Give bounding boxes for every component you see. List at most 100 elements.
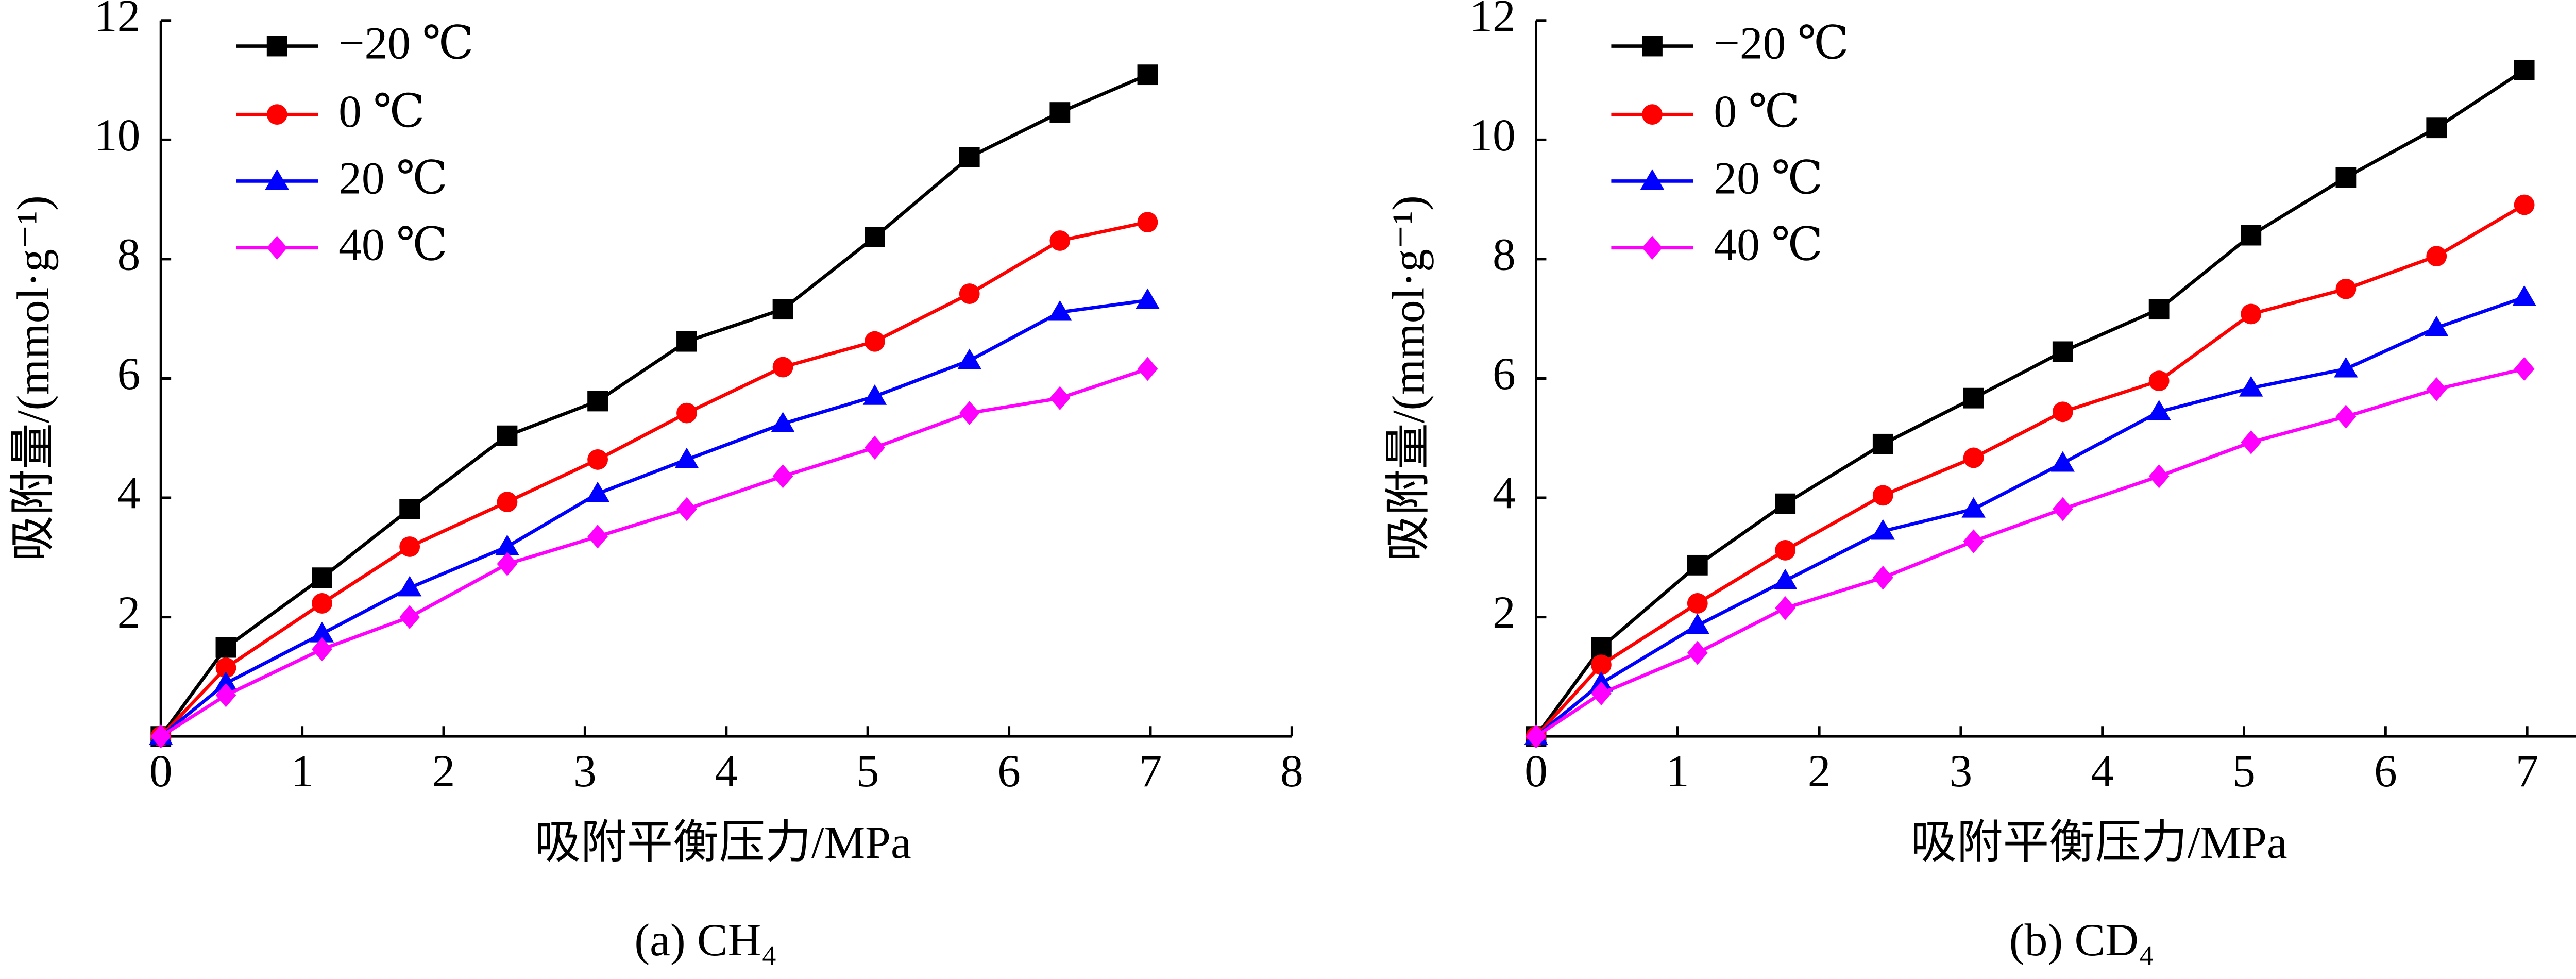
marker [1591,637,1612,658]
marker [676,402,697,424]
marker [215,683,236,707]
marker [2335,278,2357,299]
legend-marker [1642,104,1663,125]
marker [959,147,980,167]
marker [676,331,697,352]
x-tick-label: 2 [432,746,455,797]
x-tick-label: 7 [2516,746,2539,797]
series-line [160,298,1148,738]
marker [399,605,420,629]
marker [771,412,795,433]
y-tick-label: 6 [1493,348,1516,399]
y-tick-label: 4 [117,468,141,519]
marker [2426,377,2447,401]
marker [1137,64,1158,86]
marker [1775,596,1796,620]
legend-label: 0 ℃ [338,86,425,137]
series-line [1535,295,2525,738]
marker [2050,451,2075,472]
marker [1872,565,1893,590]
marker [399,536,420,557]
marker [772,464,793,488]
marker [2514,357,2535,381]
marker [2239,376,2263,397]
y-tick-label: 2 [117,587,141,638]
legend-marker [266,36,287,57]
marker [1872,485,1893,506]
marker [1685,613,1709,634]
y-axis-label: 吸附量/(mmol·g⁻¹) [8,195,59,562]
marker [2514,59,2535,80]
marker [959,401,980,425]
x-tick-label: 6 [997,746,1021,797]
x-tick-label: 4 [715,746,738,797]
marker [2426,117,2447,139]
x-tick-label: 3 [573,746,597,797]
marker [587,525,608,549]
marker [587,449,608,470]
marker [497,552,518,576]
legend-marker [1642,36,1663,57]
marker [959,283,980,304]
marker [310,621,334,643]
marker [1049,102,1071,123]
legend-marker [266,104,287,125]
x-axis-label: 吸附平衡压力/MPa [1911,817,2287,868]
x-tick-label: 7 [1139,746,1162,797]
series-line [160,367,1148,738]
marker [1961,497,1986,518]
marker [1049,230,1071,251]
marker [2514,194,2535,215]
marker [862,384,887,405]
marker [2052,497,2073,521]
marker [772,357,793,378]
marker [2148,370,2170,391]
series-line [1534,69,2526,738]
legend-marker [1642,235,1663,260]
legend-label: −20 ℃ [338,18,474,69]
marker [2148,464,2170,488]
legend-label: 40 ℃ [1714,220,1823,271]
marker [312,637,332,662]
x-tick-label: 6 [2374,746,2397,797]
marker [957,348,981,369]
marker [1773,568,1798,589]
legend-marker [265,169,289,190]
marker [2426,246,2447,267]
marker [1871,519,1895,540]
marker [587,391,608,412]
y-tick-label: 12 [1469,0,1516,41]
marker [864,331,885,352]
x-tick-label: 0 [1524,746,1548,797]
marker [312,567,332,588]
marker [1591,681,1612,705]
y-tick-label: 2 [1493,587,1516,638]
legend-label: 0 ℃ [1714,86,1800,137]
series-line [159,220,1148,738]
marker [1872,433,1893,454]
marker [1775,493,1796,514]
marker [1963,447,1984,468]
y-tick-label: 8 [117,229,141,280]
x-tick-label: 3 [1950,746,1973,797]
marker [1049,386,1071,410]
marker [2335,404,2357,429]
y-tick-label: 10 [94,110,141,161]
marker [2052,341,2073,362]
x-tick-label: 1 [291,746,314,797]
marker [150,724,172,749]
x-tick-label: 8 [1280,746,1303,797]
marker [2241,225,2262,246]
marker [215,637,236,658]
marker [585,481,610,502]
marker [215,657,236,678]
marker [2425,315,2449,336]
series-line [1535,367,2525,738]
x-tick-label: 1 [1666,746,1689,797]
marker [2241,430,2262,454]
marker [214,671,238,692]
series-line [1535,203,2526,738]
marker [2148,299,2170,320]
marker [397,576,422,597]
